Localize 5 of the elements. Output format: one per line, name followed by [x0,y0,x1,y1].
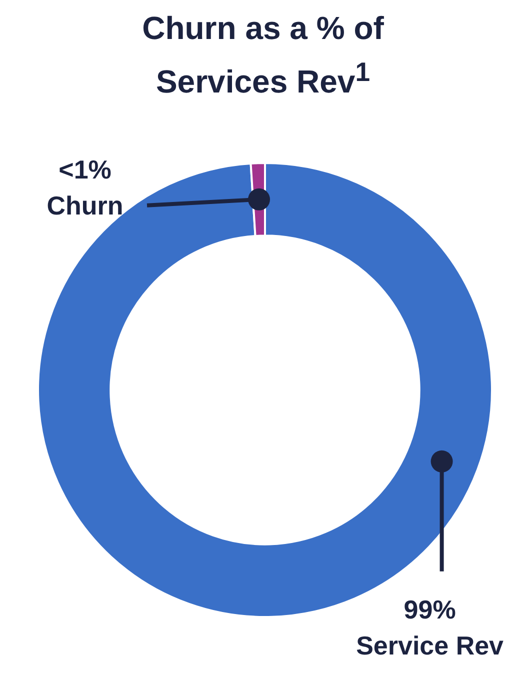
slice-label: Service Rev [356,630,504,661]
data-label: 99% [404,594,456,625]
slice-label: Churn [46,190,124,221]
data-label: <1% [58,154,112,185]
chart-title: Churn as a % of Services Rev$^{1}$ [141,9,385,102]
